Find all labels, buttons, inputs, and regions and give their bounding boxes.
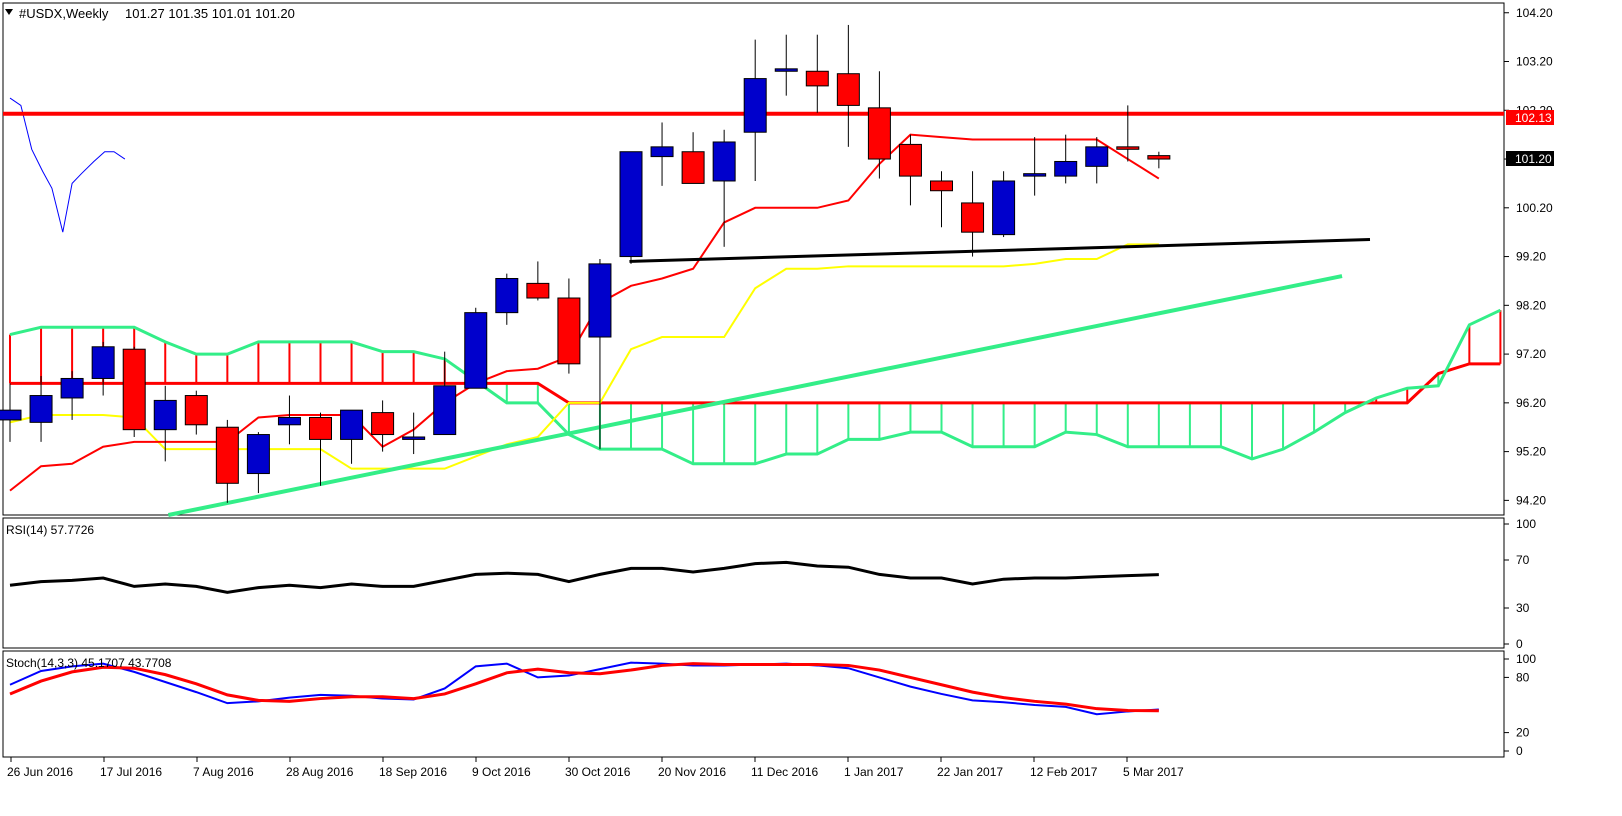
x-tick-label: 9 Oct 2016 [472, 765, 531, 779]
price-tick-label: 99.20 [1516, 250, 1546, 264]
candle-body [340, 409, 364, 440]
candle-body [153, 399, 177, 431]
price-tick-label: 100.20 [1516, 201, 1553, 215]
kijun-sen-line [9, 243, 1159, 470]
panel-frame [2, 2, 1505, 516]
candle-body [1023, 173, 1047, 177]
candle-body [526, 282, 550, 299]
stoch-tick-label: 20 [1516, 726, 1530, 740]
support-trendline [167, 274, 1343, 517]
rsi-line [9, 560, 1159, 594]
resistance-price-tag [1506, 110, 1554, 125]
stoch-d-line [9, 662, 1159, 713]
x-tick-label: 17 Jul 2016 [100, 765, 162, 779]
candle-body [805, 70, 829, 87]
rsi-tick-label: 100 [1516, 517, 1536, 531]
current-price-label: 101.20 [1515, 152, 1552, 166]
stoch-tick-label: 100 [1516, 652, 1536, 666]
symbol-label: #USDX,Weekly [19, 6, 109, 21]
candle-body [1085, 146, 1109, 167]
candle-body [1147, 155, 1171, 160]
x-tick-label: 20 Nov 2016 [658, 765, 726, 779]
panel-frame [2, 517, 1505, 649]
stoch-tick-label: 0 [1516, 744, 1523, 758]
chikou-span-line [9, 97, 126, 233]
candle-body [433, 385, 457, 436]
rsi-label: RSI(14) 57.7726 [6, 523, 94, 537]
rsi-tick-label: 70 [1516, 553, 1530, 567]
stoch-k-line [9, 661, 1159, 716]
candle-body [712, 141, 736, 182]
x-tick-label: 18 Sep 2016 [379, 765, 447, 779]
neckline-trendline [629, 237, 1371, 263]
x-tick-label: 11 Dec 2016 [751, 765, 818, 779]
candle-body [495, 278, 519, 314]
candle-body [774, 68, 798, 72]
tenkan-sen-line [9, 133, 1160, 492]
candle-body [1116, 146, 1140, 150]
x-tick-label: 12 Feb 2017 [1030, 765, 1098, 779]
candle-body [60, 377, 84, 399]
candle-body [402, 436, 426, 440]
x-tick-label: 5 Mar 2017 [1123, 765, 1184, 779]
candle-body [464, 312, 488, 389]
candle-body [836, 73, 860, 106]
candle-body [246, 434, 270, 475]
candle-body [277, 416, 301, 426]
x-tick-label: 30 Oct 2016 [565, 765, 631, 779]
candle-body [91, 346, 115, 379]
candle-body [588, 263, 612, 338]
candle-body [930, 180, 953, 192]
candle-body [961, 202, 985, 233]
dropdown-triangle-icon[interactable] [5, 9, 13, 15]
candle-body [743, 78, 767, 133]
panel-frame [2, 650, 1505, 758]
senkou-span-b-line [9, 308, 1502, 466]
candle-body [557, 297, 581, 365]
candle-body [992, 180, 1016, 236]
candle-body [215, 426, 239, 484]
ohlc-label: 101.27 101.35 101.01 101.20 [125, 6, 295, 21]
candle-body [122, 348, 146, 431]
candle-body [898, 143, 922, 177]
price-tick-label: 104.20 [1516, 6, 1553, 20]
x-tick-label: 26 Jun 2016 [7, 765, 73, 779]
resistance-price-label: 102.13 [1515, 111, 1552, 125]
candle-body [29, 395, 53, 423]
rsi-tick-label: 30 [1516, 601, 1530, 615]
x-tick-label: 1 Jan 2017 [844, 765, 904, 779]
x-tick-label: 7 Aug 2016 [193, 765, 254, 779]
candle-body [184, 395, 208, 426]
stoch-tick-label: 80 [1516, 670, 1530, 684]
rsi-tick-label: 0 [1516, 637, 1523, 651]
x-tick-label: 28 Aug 2016 [286, 765, 354, 779]
candle-body [371, 412, 395, 436]
candle-body [867, 107, 891, 160]
candle-body [681, 151, 705, 184]
candle-body [1054, 160, 1078, 177]
stoch-label: Stoch(14,3,3) 45.1707 43.7708 [6, 656, 172, 670]
candle-body [309, 416, 332, 440]
senkou-span-a-line [10, 362, 1501, 405]
candle-body [619, 151, 643, 258]
current-price-tag [1506, 151, 1554, 166]
price-tick-label: 97.20 [1516, 347, 1546, 361]
price-tick-label: 98.20 [1516, 298, 1546, 312]
price-tick-label: 94.20 [1516, 493, 1546, 507]
x-tick-label: 22 Jan 2017 [937, 765, 1003, 779]
price-tick-label: 103.20 [1516, 55, 1553, 69]
candle-body [650, 146, 674, 158]
price-tick-label: 95.20 [1516, 445, 1546, 459]
price-tick-label: 96.20 [1516, 396, 1546, 410]
candle-body [0, 409, 22, 421]
